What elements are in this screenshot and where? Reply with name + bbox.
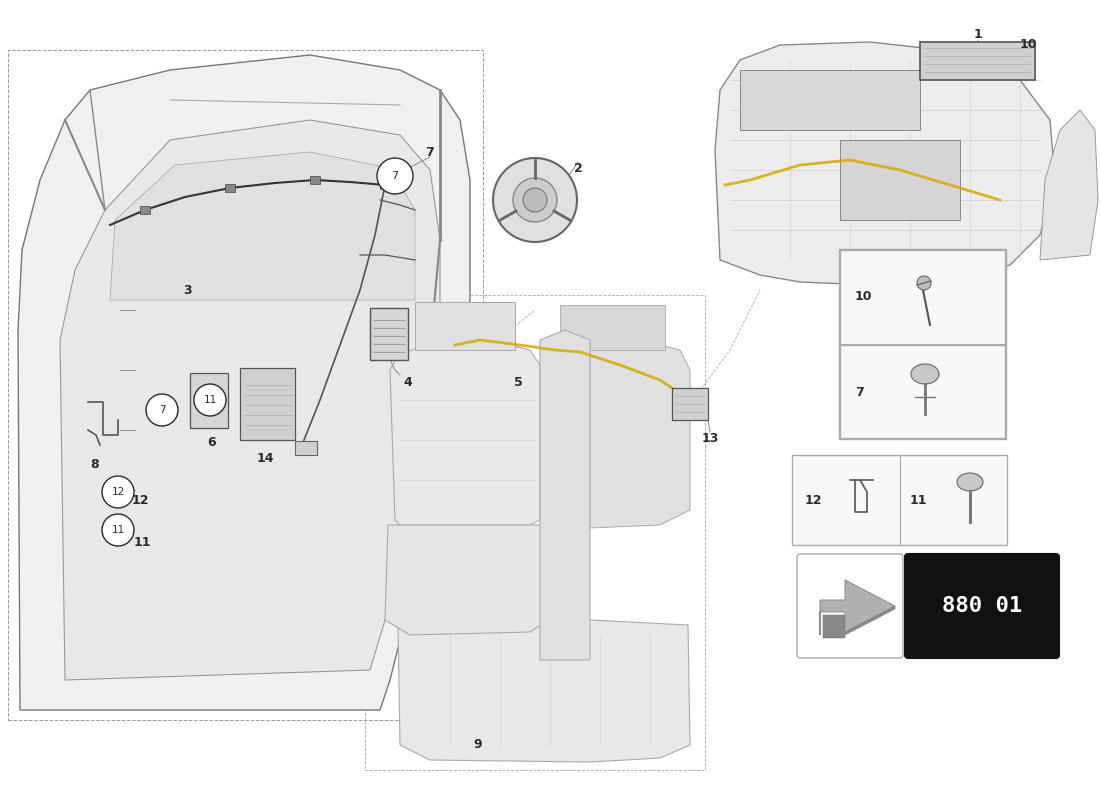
Bar xyxy=(240,368,295,440)
Polygon shape xyxy=(18,55,470,710)
Polygon shape xyxy=(60,120,440,680)
Bar xyxy=(560,305,666,350)
Bar xyxy=(839,249,1007,439)
Text: 12: 12 xyxy=(111,487,124,497)
Text: 3: 3 xyxy=(184,283,192,297)
Polygon shape xyxy=(390,340,540,538)
Polygon shape xyxy=(110,152,415,300)
Text: 12: 12 xyxy=(131,494,149,506)
Polygon shape xyxy=(385,525,548,635)
Bar xyxy=(75,375,210,465)
Text: 7: 7 xyxy=(426,146,434,158)
Text: 1: 1 xyxy=(974,29,982,42)
Circle shape xyxy=(513,178,557,222)
Bar xyxy=(920,42,1035,80)
Polygon shape xyxy=(715,42,1055,285)
Text: 13: 13 xyxy=(702,431,718,445)
Text: 12: 12 xyxy=(805,494,823,506)
Polygon shape xyxy=(398,620,690,762)
Text: 5: 5 xyxy=(514,375,522,389)
Text: 11: 11 xyxy=(133,535,151,549)
Bar xyxy=(740,70,920,130)
Circle shape xyxy=(917,276,931,290)
Text: 11: 11 xyxy=(204,395,217,405)
Ellipse shape xyxy=(911,364,939,384)
Circle shape xyxy=(377,158,412,194)
Text: eurocarbparts: eurocarbparts xyxy=(229,355,695,413)
Circle shape xyxy=(522,188,547,212)
Ellipse shape xyxy=(957,473,983,491)
Text: 4: 4 xyxy=(404,375,412,389)
Text: 7: 7 xyxy=(392,171,398,181)
Text: 10: 10 xyxy=(855,290,872,303)
Text: 10: 10 xyxy=(1020,38,1036,51)
Bar xyxy=(310,176,320,184)
Text: 2: 2 xyxy=(573,162,582,174)
Text: 11: 11 xyxy=(910,494,927,506)
Polygon shape xyxy=(1040,110,1098,260)
Bar xyxy=(840,140,960,220)
Bar xyxy=(672,388,708,420)
Bar xyxy=(295,441,317,455)
Polygon shape xyxy=(540,330,590,660)
Bar xyxy=(365,295,705,770)
Circle shape xyxy=(102,514,134,546)
Polygon shape xyxy=(542,340,690,528)
Text: 7: 7 xyxy=(855,386,864,398)
Bar xyxy=(370,308,408,360)
Bar xyxy=(379,181,390,189)
Circle shape xyxy=(493,158,578,242)
Text: 14: 14 xyxy=(256,451,274,465)
Text: 6: 6 xyxy=(208,435,217,449)
FancyBboxPatch shape xyxy=(905,554,1059,658)
FancyBboxPatch shape xyxy=(798,554,903,658)
Polygon shape xyxy=(823,606,895,638)
Circle shape xyxy=(146,394,178,426)
Text: 9: 9 xyxy=(474,738,482,751)
Text: a passion for parts since 2005: a passion for parts since 2005 xyxy=(315,486,609,506)
Circle shape xyxy=(102,476,134,508)
Bar xyxy=(140,206,150,214)
Bar xyxy=(840,250,1005,345)
Text: 8: 8 xyxy=(90,458,99,471)
Bar xyxy=(226,184,235,192)
Text: 7: 7 xyxy=(158,405,165,415)
Bar xyxy=(190,373,228,428)
Polygon shape xyxy=(820,580,895,635)
Bar xyxy=(840,345,1005,438)
Bar xyxy=(415,302,515,350)
Bar xyxy=(792,455,1006,545)
Text: 880 01: 880 01 xyxy=(942,596,1022,616)
Bar xyxy=(8,50,483,720)
Text: 11: 11 xyxy=(111,525,124,535)
Circle shape xyxy=(194,384,226,416)
